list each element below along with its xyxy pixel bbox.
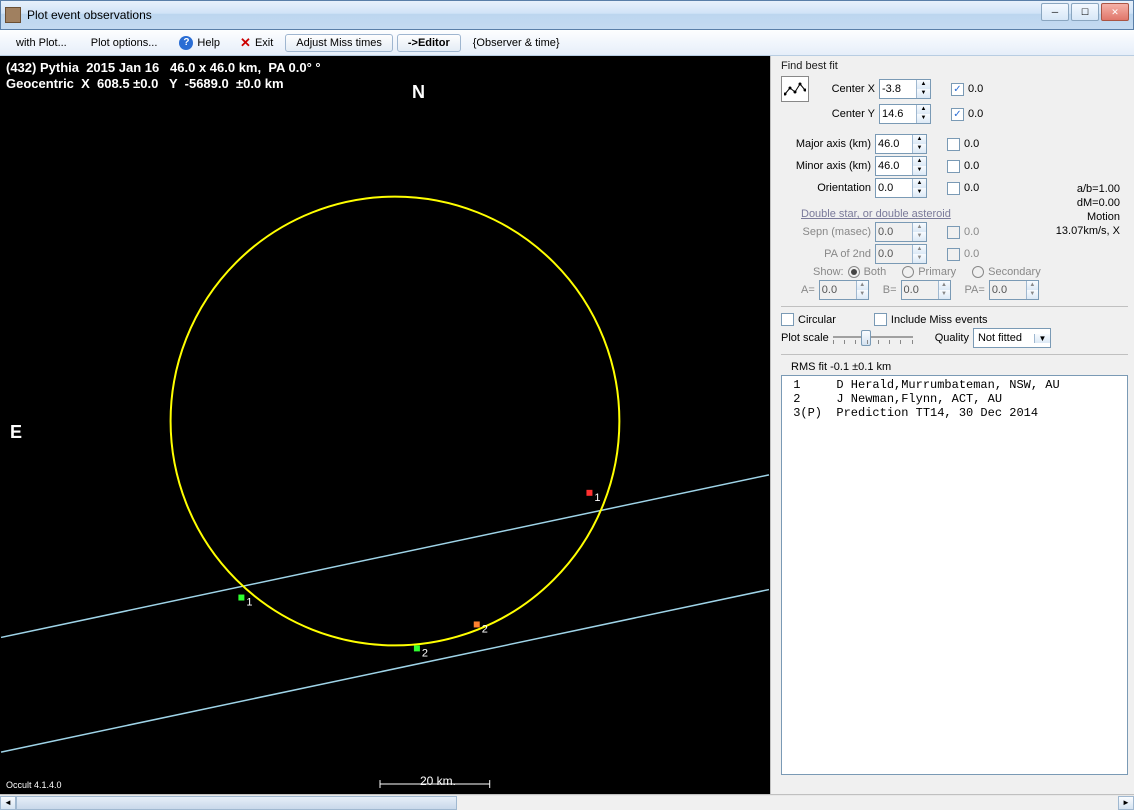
scroll-right-button[interactable]: ►: [1118, 796, 1134, 810]
scale-label: 20 km.: [420, 774, 456, 788]
plot-scale-label: Plot scale: [781, 332, 829, 344]
maximize-button[interactable]: ☐: [1071, 3, 1099, 21]
help-label: Help: [197, 37, 220, 49]
pa2-label: PA of 2nd: [781, 248, 871, 260]
toolbar: with Plot... Plot options... ? Help ✕ Ex…: [0, 30, 1134, 56]
show-label: Show:: [813, 266, 844, 278]
app-icon: [5, 7, 21, 23]
rms-label: RMS fit -0.1 ±0.1 km: [791, 361, 1128, 373]
major-input[interactable]: ▲▼: [875, 134, 927, 154]
orient-check[interactable]: [947, 182, 960, 195]
minor-input[interactable]: ▲▼: [875, 156, 927, 176]
help-icon: ?: [179, 36, 193, 50]
major-check-label: 0.0: [964, 138, 979, 150]
center-y-check-label: 0.0: [968, 108, 983, 120]
double-star-link[interactable]: Double star, or double asteroid: [801, 208, 951, 220]
observer-time-menu[interactable]: {Observer & time}: [465, 35, 568, 51]
plot-canvas[interactable]: (432) Pythia 2015 Jan 16 46.0 x 46.0 km,…: [0, 56, 770, 794]
center-x-input[interactable]: ▲▼: [879, 79, 931, 99]
observation-list[interactable]: 1 D Herald,Murrumbateman, NSW, AU 2 J Ne…: [781, 375, 1128, 775]
center-y-label: Center Y: [819, 108, 875, 120]
plot-scale-slider[interactable]: [833, 328, 913, 348]
include-miss-label: Include Miss events: [891, 314, 988, 326]
adjust-miss-button[interactable]: Adjust Miss times: [285, 34, 393, 52]
motion-info: a/b=1.00 dM=0.00 Motion 13.07km/s, X: [1056, 182, 1120, 238]
minor-label: Minor axis (km): [781, 160, 871, 172]
orient-label: Orientation: [781, 182, 871, 194]
center-y-check[interactable]: ✓: [951, 108, 964, 121]
show-both-label: Both: [864, 266, 887, 278]
h-scrollbar[interactable]: ◄ ►: [0, 794, 1134, 810]
center-x-check-label: 0.0: [968, 83, 983, 95]
a-input: ▲▼: [819, 280, 869, 300]
pa2-check-label: 0.0: [964, 248, 979, 260]
help-button[interactable]: ? Help: [171, 34, 228, 52]
window-title: Plot event observations: [27, 8, 1129, 22]
with-plot-menu[interactable]: with Plot...: [6, 35, 77, 51]
show-secondary-label: Secondary: [988, 266, 1041, 278]
show-primary-radio: [902, 266, 914, 278]
sepn-check-label: 0.0: [964, 226, 979, 238]
show-secondary-radio: [972, 266, 984, 278]
quality-label: Quality: [935, 332, 969, 344]
editor-button[interactable]: ->Editor: [397, 34, 461, 52]
svg-text:1: 1: [246, 597, 252, 609]
center-y-input[interactable]: ▲▼: [879, 104, 931, 124]
show-both-radio: [848, 266, 860, 278]
a-label: A=: [801, 284, 815, 296]
scroll-left-button[interactable]: ◄: [0, 796, 16, 810]
b-label: B=: [883, 284, 897, 296]
pa-input: ▲▼: [989, 280, 1039, 300]
orient-check-label: 0.0: [964, 182, 979, 194]
center-x-check[interactable]: ✓: [951, 83, 964, 96]
version-label: Occult 4.1.4.0: [6, 780, 62, 790]
pa2-input: ▲▼: [875, 244, 927, 264]
sepn-input: ▲▼: [875, 222, 927, 242]
quality-combo[interactable]: Not fitted▼: [973, 328, 1051, 348]
pa2-check: [947, 248, 960, 261]
circular-label: Circular: [798, 314, 836, 326]
sepn-check: [947, 226, 960, 239]
plot-options-menu[interactable]: Plot options...: [81, 35, 168, 51]
scroll-thumb[interactable]: [16, 796, 457, 810]
b-input: ▲▼: [901, 280, 951, 300]
titlebar: Plot event observations ─ ☐ ✕: [0, 0, 1134, 30]
exit-label: Exit: [255, 37, 273, 49]
svg-text:2: 2: [482, 623, 488, 635]
svg-text:1: 1: [594, 492, 600, 504]
pa-label: PA=: [965, 284, 985, 296]
minor-check[interactable]: [947, 160, 960, 173]
main-area: (432) Pythia 2015 Jan 16 46.0 x 46.0 km,…: [0, 56, 1134, 794]
center-x-label: Center X: [819, 83, 875, 95]
exit-icon: ✕: [240, 35, 251, 51]
include-miss-check[interactable]: [874, 313, 887, 326]
major-label: Major axis (km): [781, 138, 871, 150]
exit-button[interactable]: ✕ Exit: [232, 33, 281, 53]
fit-icon[interactable]: [781, 76, 809, 102]
close-button[interactable]: ✕: [1101, 3, 1129, 21]
svg-text:2: 2: [422, 647, 428, 659]
minimize-button[interactable]: ─: [1041, 3, 1069, 21]
find-fit-title: Find best fit: [781, 60, 1128, 72]
scroll-track[interactable]: [16, 796, 1118, 810]
circular-check[interactable]: [781, 313, 794, 326]
major-check[interactable]: [947, 138, 960, 151]
minor-check-label: 0.0: [964, 160, 979, 172]
sepn-label: Sepn (masec): [781, 226, 871, 238]
show-primary-label: Primary: [918, 266, 956, 278]
orient-input[interactable]: ▲▼: [875, 178, 927, 198]
plot-svg: 1 1 2 2: [0, 56, 770, 794]
window-buttons: ─ ☐ ✕: [1041, 3, 1129, 21]
side-panel: Find best fit Center X ▲▼ ✓ 0.0 Center Y…: [770, 56, 1134, 794]
